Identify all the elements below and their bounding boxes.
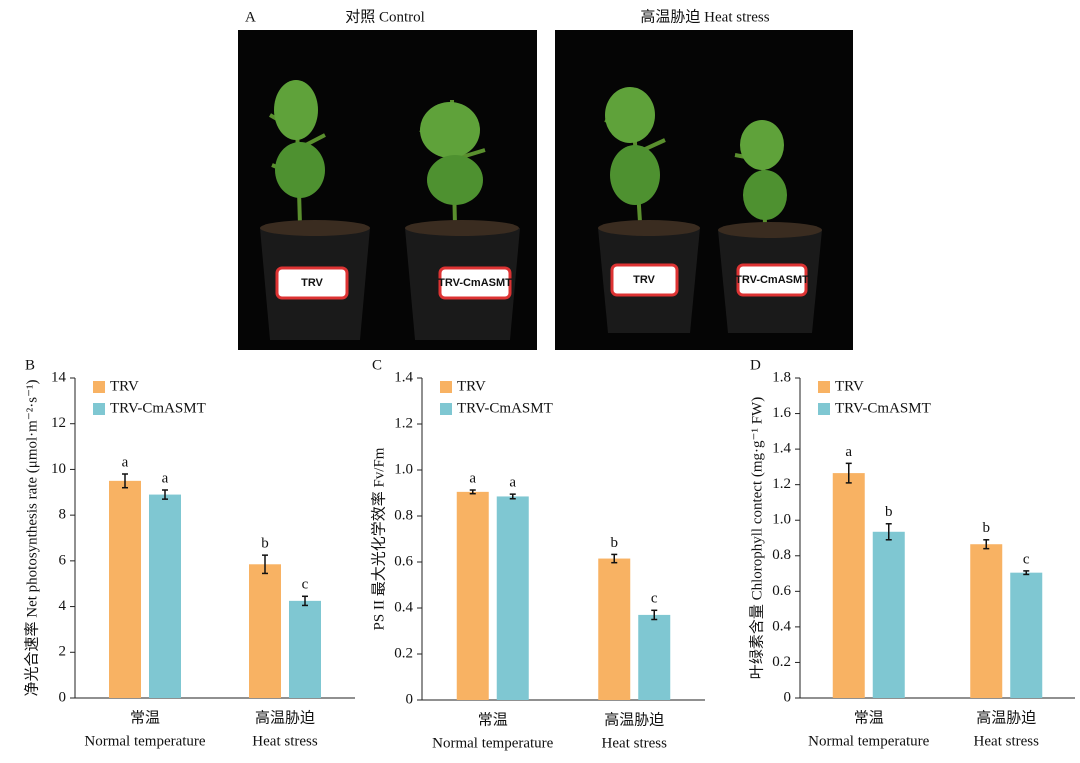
x-tick-label: 常温 bbox=[478, 711, 508, 728]
y-tick-label: 0.4 bbox=[772, 618, 791, 634]
pot-label: TRV-CmASMT bbox=[438, 277, 512, 289]
y-tick-label: 1.4 bbox=[772, 441, 791, 457]
bar bbox=[496, 496, 529, 700]
y-tick-label: 0.6 bbox=[772, 583, 791, 599]
y-axis-label: PS II 最大光化学效率 Fv/Fm bbox=[370, 447, 387, 630]
photo-title: 高温胁迫 Heat stress bbox=[640, 8, 769, 25]
x-tick-label: 高温胁迫 bbox=[976, 709, 1036, 726]
significance-letter: a bbox=[469, 470, 476, 486]
x-tick-label: 常温 bbox=[130, 709, 160, 726]
x-tick-sublabel: Heat stress bbox=[252, 733, 318, 749]
significance-letter: b bbox=[261, 536, 269, 552]
significance-letter: a bbox=[122, 454, 129, 470]
x-tick-label: 常温 bbox=[854, 709, 884, 726]
y-tick-label: 4 bbox=[59, 598, 67, 614]
bar bbox=[598, 558, 631, 700]
significance-letter: c bbox=[302, 577, 309, 593]
panel-label: D bbox=[750, 357, 761, 373]
legend-swatch bbox=[93, 403, 105, 415]
pot-label: TRV-CmASMT bbox=[735, 274, 809, 286]
y-tick-label: 14 bbox=[51, 369, 67, 385]
pot-label: TRV bbox=[633, 274, 655, 286]
bar bbox=[456, 491, 489, 700]
significance-letter: a bbox=[845, 444, 852, 460]
photo: TRV TRV-CmASMT bbox=[555, 30, 853, 350]
y-tick-label: 0.2 bbox=[772, 654, 791, 670]
y-tick-label: 6 bbox=[59, 552, 67, 568]
legend-swatch bbox=[818, 381, 830, 393]
y-axis-label: 净光合速率 Net photosynthesis rate (μmol·m⁻²·… bbox=[23, 379, 40, 696]
bar bbox=[872, 531, 905, 698]
legend-label: TRV-CmASMT bbox=[835, 400, 931, 416]
bar bbox=[249, 564, 281, 698]
y-tick-label: 8 bbox=[59, 507, 67, 523]
pot-label: TRV bbox=[301, 277, 323, 289]
y-tick-label: 0 bbox=[406, 691, 414, 707]
significance-letter: b bbox=[611, 535, 619, 551]
legend-label: TRV-CmASMT bbox=[110, 400, 206, 416]
bar bbox=[970, 544, 1003, 698]
x-tick-sublabel: Heat stress bbox=[974, 733, 1040, 749]
legend-swatch bbox=[93, 381, 105, 393]
y-tick-label: 0.4 bbox=[394, 599, 413, 615]
y-tick-label: 10 bbox=[51, 461, 66, 477]
significance-letter: b bbox=[885, 504, 893, 520]
bar bbox=[109, 480, 141, 698]
legend-swatch bbox=[440, 403, 452, 415]
legend-label: TRV bbox=[110, 378, 139, 394]
panel-label: C bbox=[372, 357, 382, 373]
significance-letter: a bbox=[162, 470, 169, 486]
y-tick-label: 1.6 bbox=[772, 405, 791, 421]
y-tick-label: 2 bbox=[59, 644, 67, 660]
y-tick-label: 1.0 bbox=[394, 461, 413, 477]
y-tick-label: 1.8 bbox=[772, 369, 791, 385]
y-tick-label: 0.8 bbox=[772, 547, 791, 563]
photo: TRV TRV-CmASMT bbox=[238, 30, 537, 350]
y-tick-label: 12 bbox=[51, 415, 66, 431]
panel-label: B bbox=[25, 357, 35, 373]
x-tick-sublabel: Normal temperature bbox=[84, 733, 206, 749]
y-tick-label: 0.6 bbox=[394, 553, 413, 569]
legend-label: TRV-CmASMT bbox=[457, 400, 553, 416]
legend-label: TRV bbox=[835, 378, 864, 394]
significance-letter: b bbox=[983, 520, 991, 536]
y-tick-label: 0 bbox=[59, 689, 67, 705]
y-tick-label: 0.8 bbox=[394, 507, 413, 523]
y-tick-label: 1.2 bbox=[772, 476, 791, 492]
photo-title: 对照 Control bbox=[345, 8, 425, 25]
panel-label: A bbox=[245, 9, 256, 25]
legend-swatch bbox=[440, 381, 452, 393]
significance-letter: c bbox=[1023, 551, 1030, 567]
x-tick-sublabel: Normal temperature bbox=[808, 733, 930, 749]
y-tick-label: 1.4 bbox=[394, 369, 413, 385]
y-tick-label: 1.0 bbox=[772, 512, 791, 528]
x-tick-sublabel: Normal temperature bbox=[432, 735, 554, 751]
bar bbox=[149, 494, 181, 698]
significance-letter: a bbox=[509, 475, 516, 491]
legend-label: TRV bbox=[457, 378, 486, 394]
legend-swatch bbox=[818, 403, 830, 415]
bar bbox=[638, 614, 671, 700]
x-tick-label: 高温胁迫 bbox=[604, 711, 664, 728]
x-tick-sublabel: Heat stress bbox=[602, 735, 668, 751]
y-tick-label: 1.2 bbox=[394, 415, 413, 431]
bar bbox=[832, 473, 865, 698]
y-tick-label: 0 bbox=[784, 689, 792, 705]
bar bbox=[1010, 572, 1043, 698]
significance-letter: c bbox=[651, 591, 658, 607]
x-tick-label: 高温胁迫 bbox=[255, 709, 315, 726]
bar bbox=[289, 600, 321, 698]
y-axis-label: 叶绿素含量 Chlorophyll contect (mg·g⁻¹ FW) bbox=[748, 397, 765, 679]
y-tick-label: 0.2 bbox=[394, 645, 413, 661]
